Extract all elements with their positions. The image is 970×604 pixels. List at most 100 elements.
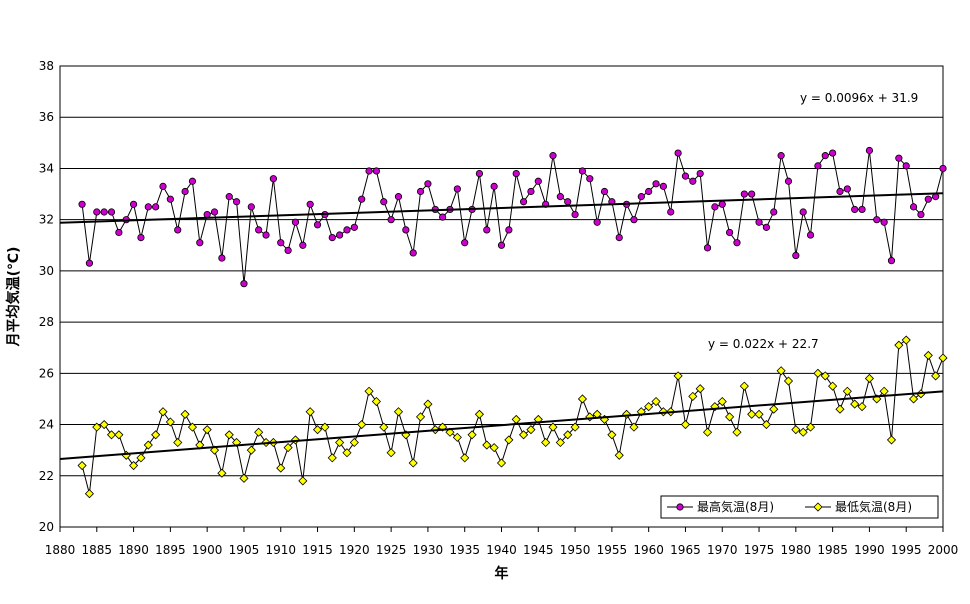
data-point [129, 200, 138, 208]
data-point [555, 437, 565, 448]
data-point [673, 371, 683, 381]
x-tick-label: 1905 [229, 543, 260, 557]
data-point [402, 226, 410, 234]
data-point [909, 394, 919, 404]
legend: 最高気温(8月) 最低気温(8月) [660, 495, 939, 519]
data-point [688, 391, 698, 401]
x-tick-label: 1930 [413, 543, 444, 557]
data-point [791, 425, 801, 435]
x-tick-label: 1920 [339, 543, 370, 557]
data-point [792, 251, 800, 260]
data-point [886, 435, 897, 445]
data-point [181, 187, 189, 196]
data-point [924, 195, 932, 203]
data-point [202, 425, 212, 435]
data-point [637, 193, 645, 201]
data-point [645, 187, 653, 196]
data-point [732, 427, 742, 437]
data-point [843, 185, 851, 193]
data-point [467, 430, 477, 440]
x-tick-label: 1965 [670, 543, 701, 557]
data-point [224, 430, 234, 440]
data-point [549, 152, 557, 160]
data-point [180, 409, 190, 419]
data-point [393, 407, 404, 417]
x-tick-label: 1915 [302, 543, 333, 557]
data-point [689, 177, 697, 185]
data-point [607, 430, 617, 440]
data-point [783, 376, 794, 386]
data-point [136, 453, 146, 463]
data-point [851, 205, 859, 214]
legend-marker [676, 503, 684, 511]
data-point [423, 399, 433, 409]
gridlines [60, 65, 943, 528]
data-point [534, 177, 542, 185]
x-tick-label: 2000 [928, 543, 959, 557]
data-point [233, 198, 241, 206]
data-point [754, 409, 764, 419]
data-point [100, 208, 108, 216]
data-point [755, 218, 763, 226]
data-point [306, 200, 314, 208]
y-axis: 20 22 24 26 28 30 32 34 36 38 [39, 59, 54, 534]
data-point [570, 422, 580, 432]
data-point [820, 371, 830, 381]
data-point [695, 384, 705, 394]
data-point [614, 450, 624, 460]
data-point [298, 476, 308, 486]
data-point [129, 460, 139, 471]
data-point [158, 407, 168, 417]
data-point [806, 231, 815, 239]
data-point [453, 185, 461, 193]
data-point [711, 203, 719, 211]
data-point [901, 335, 911, 345]
data-point [887, 257, 896, 265]
trendline-layer [59, 192, 944, 460]
x-tick-label: 1895 [155, 543, 186, 557]
data-point [327, 453, 337, 463]
data-point [829, 149, 837, 157]
data-point [371, 396, 381, 407]
data-point [548, 422, 558, 432]
data-point [165, 417, 175, 427]
x-tick-label: 1885 [82, 543, 113, 557]
data-point [740, 190, 748, 198]
data-point [358, 195, 366, 203]
data-point [505, 226, 513, 234]
data-point [571, 210, 579, 219]
data-point [357, 419, 367, 430]
data-point [799, 208, 807, 216]
data-point [439, 213, 447, 221]
data-point [895, 154, 903, 162]
data-point [902, 162, 910, 170]
data-point [379, 422, 389, 432]
data-point [483, 226, 491, 234]
data-point [276, 463, 286, 473]
data-point [143, 440, 153, 450]
data-point [269, 175, 277, 183]
data-point [784, 177, 793, 185]
trendline-max [59, 192, 944, 224]
data-point [496, 458, 507, 468]
legend-label: 最高気温(8月) [697, 499, 774, 514]
trend-equation-min: y = 0.022x + 22.7 [708, 337, 819, 351]
data-point [166, 195, 174, 203]
data-point [629, 422, 639, 432]
data-point [93, 208, 101, 216]
data-point [652, 180, 660, 188]
legend-box [660, 495, 939, 519]
data-point [137, 233, 145, 242]
data-point [939, 164, 947, 173]
data-point [923, 350, 933, 360]
data-point [748, 190, 756, 198]
trendline-min [59, 390, 944, 460]
data-point [489, 443, 499, 453]
data-point [240, 280, 248, 288]
data-point [409, 249, 417, 257]
data-point [651, 396, 661, 407]
data-point [77, 460, 87, 471]
data-point [680, 419, 691, 430]
x-tick-label: 1975 [744, 543, 775, 557]
data-point [733, 239, 741, 247]
